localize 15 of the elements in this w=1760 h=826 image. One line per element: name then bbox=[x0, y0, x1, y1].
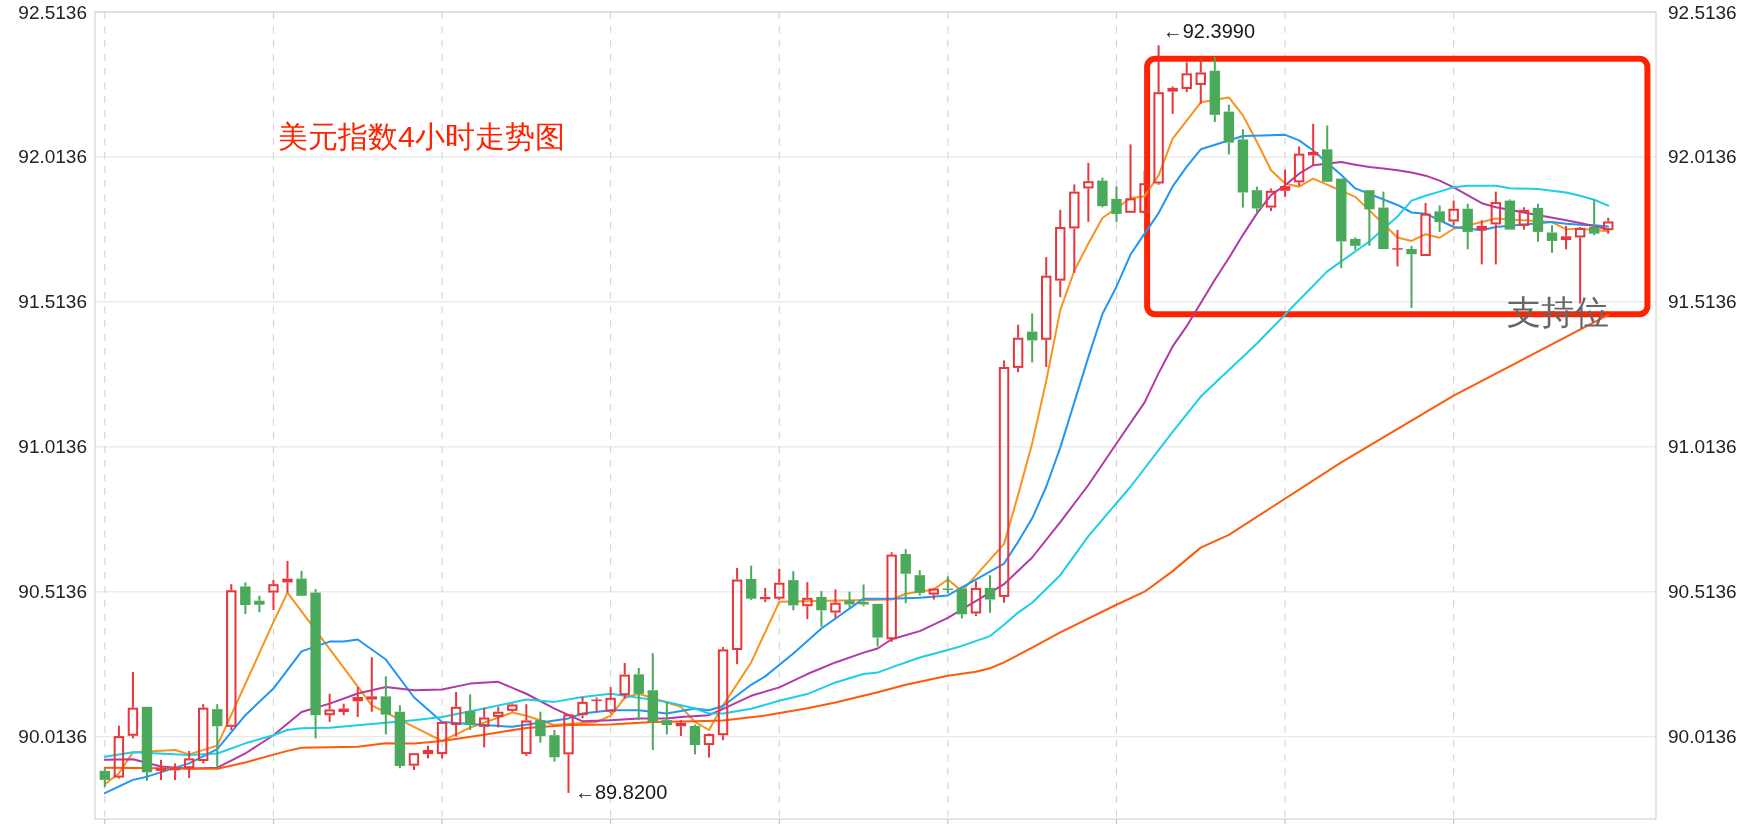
y2-tick-label: 90.5136 bbox=[1668, 581, 1737, 603]
y2-tick-label: 91.0136 bbox=[1668, 436, 1737, 458]
y2-tick-label: 92.0136 bbox=[1668, 146, 1737, 168]
y2-tick-label: 90.0136 bbox=[1668, 726, 1737, 748]
y2-tick-label: 91.5136 bbox=[1668, 291, 1737, 313]
y-tick-label: 90.5136 bbox=[18, 581, 87, 603]
y-tick-label: 92.5136 bbox=[18, 1, 87, 23]
annotation: ←89.8200 bbox=[575, 781, 668, 804]
y-tick-label: 91.5136 bbox=[18, 291, 87, 313]
annotation: ←92.3990 bbox=[1162, 20, 1255, 43]
y-tick-label: 90.0136 bbox=[18, 726, 87, 748]
title: 美元指数4小时走势图 bbox=[278, 120, 565, 153]
y-tick-label: 92.0136 bbox=[18, 146, 87, 168]
y-tick-label: 91.0136 bbox=[18, 436, 87, 458]
y2-tick-label: 92.5136 bbox=[1668, 1, 1737, 23]
